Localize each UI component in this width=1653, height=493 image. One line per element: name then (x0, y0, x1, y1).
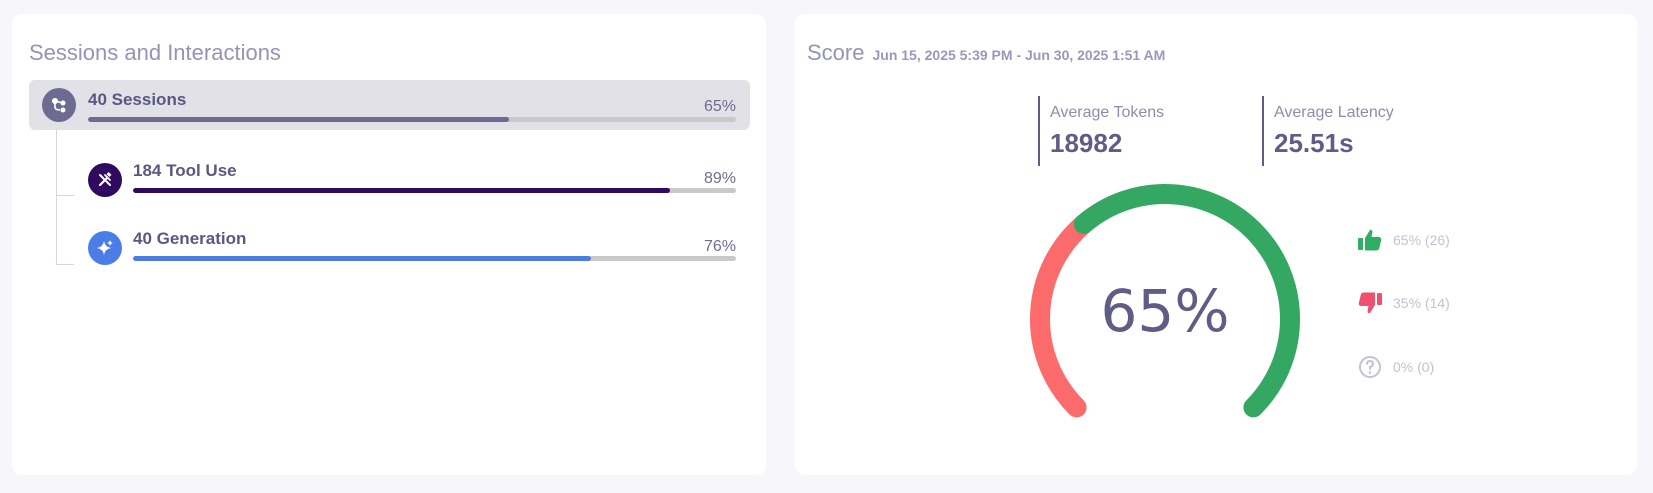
legend-unknown: 0% (0) (1357, 354, 1434, 380)
row-percent: 65% (703, 98, 736, 115)
sessions-row[interactable]: 40 Sessions 65% (29, 80, 750, 130)
question-icon (1357, 354, 1383, 380)
row-label: 40 Generation (133, 229, 247, 248)
score-title: Score (807, 40, 865, 65)
progress-bar (133, 188, 736, 193)
score-gauge: 65% (1030, 184, 1300, 418)
metric-value: 25.51s (1274, 128, 1354, 158)
flow-icon (42, 88, 76, 122)
progress-fill (133, 256, 592, 261)
legend-label: 35% (14) (1393, 295, 1450, 311)
sparkle-icon (88, 231, 122, 265)
score-card: Score Jun 15, 2025 5:39 PM - Jun 30, 2025… (795, 14, 1637, 475)
generation-row[interactable]: 40 Generation 76% (29, 224, 750, 274)
metric-label: Average Tokens (1050, 104, 1165, 121)
row-percent: 76% (703, 238, 736, 255)
progress-fill (133, 188, 670, 193)
legend-label: 0% (0) (1393, 359, 1435, 375)
progress-bar (88, 117, 736, 122)
legend-label: 65% (26) (1393, 232, 1450, 248)
metric-label: Average Latency (1274, 104, 1394, 121)
gauge-value: 65% (1101, 277, 1230, 345)
date-range: Jun 15, 2025 5:39 PM - Jun 30, 2025 1:51… (872, 47, 1166, 63)
sessions-interactions-card: Sessions and Interactions 40 Sessions 65… (12, 14, 766, 475)
thumbs-up-icon (1357, 227, 1383, 253)
row-percent: 89% (703, 170, 736, 187)
progress-fill (88, 117, 510, 122)
gauge-negative-arc (1030, 213, 1094, 418)
row-label: 40 Sessions (88, 90, 187, 109)
legend-negative: 35% (14) (1357, 290, 1450, 316)
row-label: 184 Tool Use (133, 161, 237, 180)
gauge-positive-arc (1073, 184, 1300, 418)
card-title: Score Jun 15, 2025 5:39 PM - Jun 30, 2025… (807, 40, 1165, 66)
progress-bar (133, 256, 736, 261)
card-title: Sessions and Interactions (29, 40, 281, 65)
tree-connector (56, 130, 74, 265)
thumbs-down-icon (1357, 290, 1383, 316)
average-latency-metric: Average Latency 25.51s (1262, 96, 1394, 166)
metric-value: 18982 (1050, 128, 1123, 158)
tool-use-row[interactable]: 184 Tool Use 89% (29, 156, 750, 206)
average-tokens-metric: Average Tokens 18982 (1038, 96, 1164, 166)
tree-connector (56, 195, 74, 196)
legend-positive: 65% (26) (1357, 227, 1450, 253)
tools-icon (88, 163, 122, 197)
